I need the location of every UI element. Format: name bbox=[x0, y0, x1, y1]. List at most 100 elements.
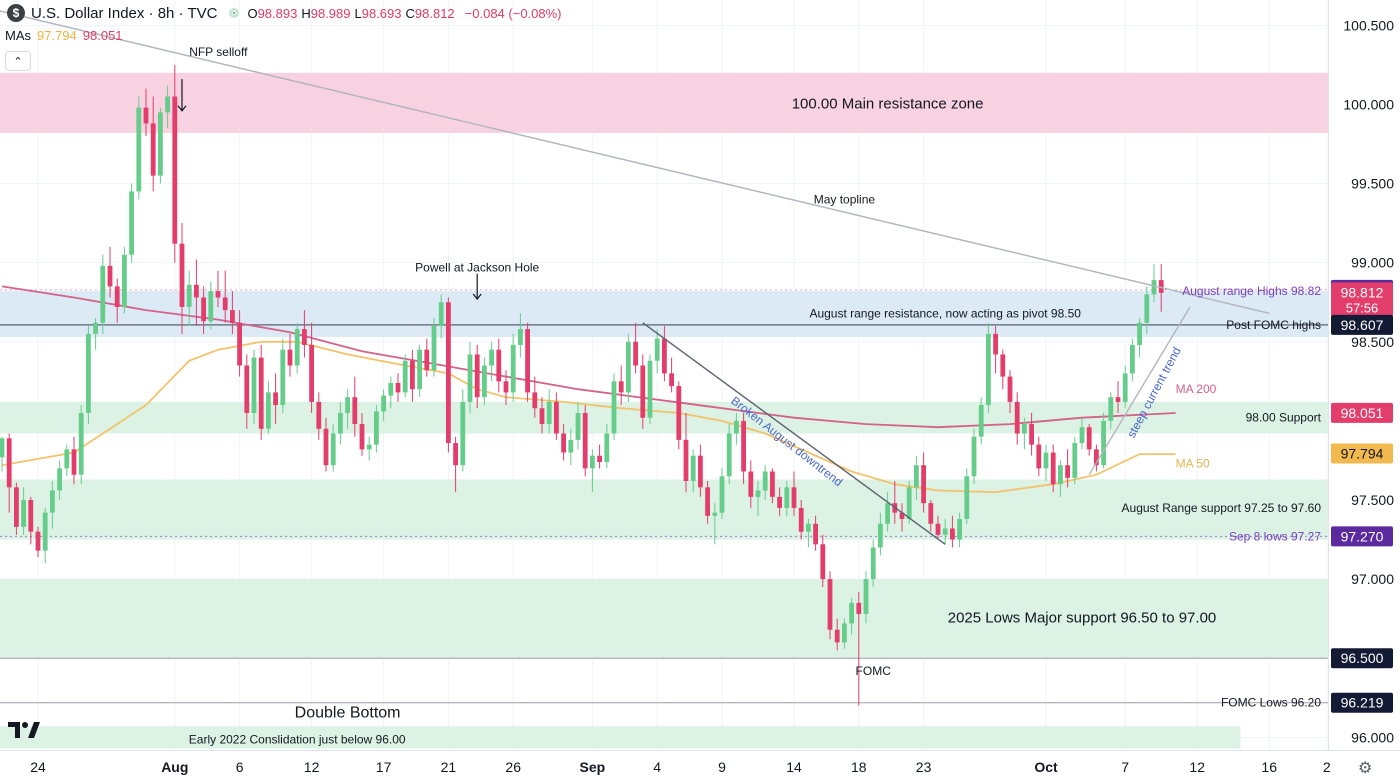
trend-line bbox=[642, 322, 946, 545]
candle-body bbox=[64, 449, 70, 469]
candle-body bbox=[114, 286, 120, 307]
chevron-up-icon: ⌃ bbox=[13, 55, 23, 68]
candle-body bbox=[1130, 344, 1135, 374]
candle-body bbox=[964, 476, 970, 519]
candle-body bbox=[446, 302, 451, 444]
candle-body bbox=[734, 420, 739, 434]
candle-body bbox=[453, 443, 458, 466]
candle-body bbox=[208, 291, 214, 322]
x-tick-label: 17 bbox=[376, 759, 392, 775]
candle-body bbox=[316, 401, 322, 429]
countdown-text: 57:56 bbox=[1346, 300, 1379, 315]
candle-body bbox=[86, 333, 91, 413]
close-label: C bbox=[405, 5, 415, 21]
candle-body bbox=[834, 629, 840, 643]
candle-body bbox=[309, 344, 314, 402]
y-tick-label: 100.000 bbox=[1343, 96, 1394, 112]
candle-body bbox=[28, 500, 34, 532]
tradingview-logo-icon[interactable] bbox=[8, 720, 40, 742]
chart-annotation: Early 2022 Conslidation just below 96.00 bbox=[189, 733, 406, 747]
candle-body bbox=[93, 322, 98, 334]
level-label: August range Highs 98.82 bbox=[1182, 284, 1321, 298]
chart-annotation: 2025 Lows Major support 96.50 to 97.00 bbox=[948, 610, 1217, 627]
x-tick-label: 12 bbox=[1189, 759, 1205, 775]
candle-body bbox=[1122, 373, 1128, 402]
candle-body bbox=[683, 439, 689, 482]
open-value: 98.893 bbox=[257, 5, 298, 21]
candle-body bbox=[129, 191, 134, 255]
candle-body bbox=[460, 401, 466, 466]
candle-body bbox=[424, 349, 430, 371]
x-tick-label: 23 bbox=[916, 759, 932, 775]
candle-body bbox=[158, 112, 163, 176]
candle-body bbox=[518, 329, 523, 345]
candle-body bbox=[1108, 397, 1114, 421]
candle-body bbox=[575, 412, 581, 440]
candle-body bbox=[770, 471, 775, 497]
candle-body bbox=[237, 322, 242, 366]
trend-line bbox=[0, 10, 1270, 314]
candle-body bbox=[410, 360, 415, 390]
candle-body bbox=[143, 107, 149, 124]
x-tick-label: 9 bbox=[718, 759, 726, 775]
candle-body bbox=[654, 338, 660, 361]
candle-body bbox=[244, 365, 250, 413]
x-tick-label: 14 bbox=[786, 759, 802, 775]
candle-body bbox=[842, 623, 847, 643]
candle-body bbox=[1086, 427, 1092, 450]
candle-body bbox=[719, 476, 725, 513]
candle-body bbox=[856, 602, 862, 614]
candle-body bbox=[971, 436, 977, 477]
x-tick-label: 16 bbox=[1261, 759, 1277, 775]
candle-body bbox=[467, 354, 473, 402]
candle-body bbox=[1065, 465, 1070, 478]
ma50-legend-value: 97.794 bbox=[37, 28, 77, 43]
moving-averages-legend[interactable]: MAs 97.794 98.051 bbox=[5, 28, 123, 43]
candle-body bbox=[906, 487, 912, 519]
settings-gear-icon[interactable]: ⚙ bbox=[1358, 760, 1373, 777]
price-badge bbox=[1331, 526, 1393, 547]
x-tick-label: 18 bbox=[851, 759, 867, 775]
candle-body bbox=[186, 284, 192, 307]
y-tick-label: 97.000 bbox=[1351, 571, 1394, 587]
plot-area: NFP selloff Powell at Jackson Hole May top… bbox=[0, 0, 1328, 750]
price-badge bbox=[1331, 402, 1393, 423]
chart-annotation: Double Bottom bbox=[295, 705, 401, 722]
candle-body bbox=[366, 444, 372, 450]
price-badge-text: 97.270 bbox=[1341, 528, 1384, 544]
candle-body bbox=[345, 397, 350, 413]
candle-body bbox=[266, 392, 271, 429]
y-tick-label: 97.500 bbox=[1351, 492, 1394, 508]
candle-body bbox=[762, 471, 768, 491]
candle-body bbox=[1101, 420, 1106, 466]
x-tick-label: 6 bbox=[236, 759, 244, 775]
candle-body bbox=[1000, 354, 1006, 377]
candle-body bbox=[777, 496, 782, 508]
candle-body bbox=[539, 408, 545, 425]
candle-body bbox=[107, 265, 113, 287]
zone-band bbox=[0, 72, 1328, 133]
candle-body bbox=[251, 357, 257, 413]
symbol-title[interactable]: U.S. Dollar Index · 8h · TVC bbox=[31, 4, 218, 22]
candle-body bbox=[935, 523, 941, 535]
candle-body bbox=[395, 382, 401, 393]
price-badge bbox=[1331, 692, 1393, 713]
low-value: 98.693 bbox=[361, 5, 402, 21]
candle-body bbox=[813, 523, 818, 545]
candle-body bbox=[172, 96, 178, 244]
candle-body bbox=[21, 500, 26, 527]
close-value: 98.812 bbox=[414, 5, 455, 21]
collapse-legend-button[interactable]: ⌃ bbox=[5, 51, 31, 71]
candle-body bbox=[662, 338, 667, 374]
candle-body bbox=[50, 490, 55, 513]
candle-body bbox=[690, 455, 696, 482]
x-tick-label: 2 bbox=[1323, 759, 1331, 775]
x-tick-label: Oct bbox=[1034, 759, 1058, 775]
annotation-arrow-head bbox=[472, 293, 482, 301]
candle-body bbox=[726, 433, 732, 477]
candle-body bbox=[323, 428, 329, 466]
level-label: 98.00 Support bbox=[1246, 411, 1322, 425]
y-tick-label: 99.500 bbox=[1351, 176, 1394, 192]
candle-body bbox=[57, 468, 62, 491]
